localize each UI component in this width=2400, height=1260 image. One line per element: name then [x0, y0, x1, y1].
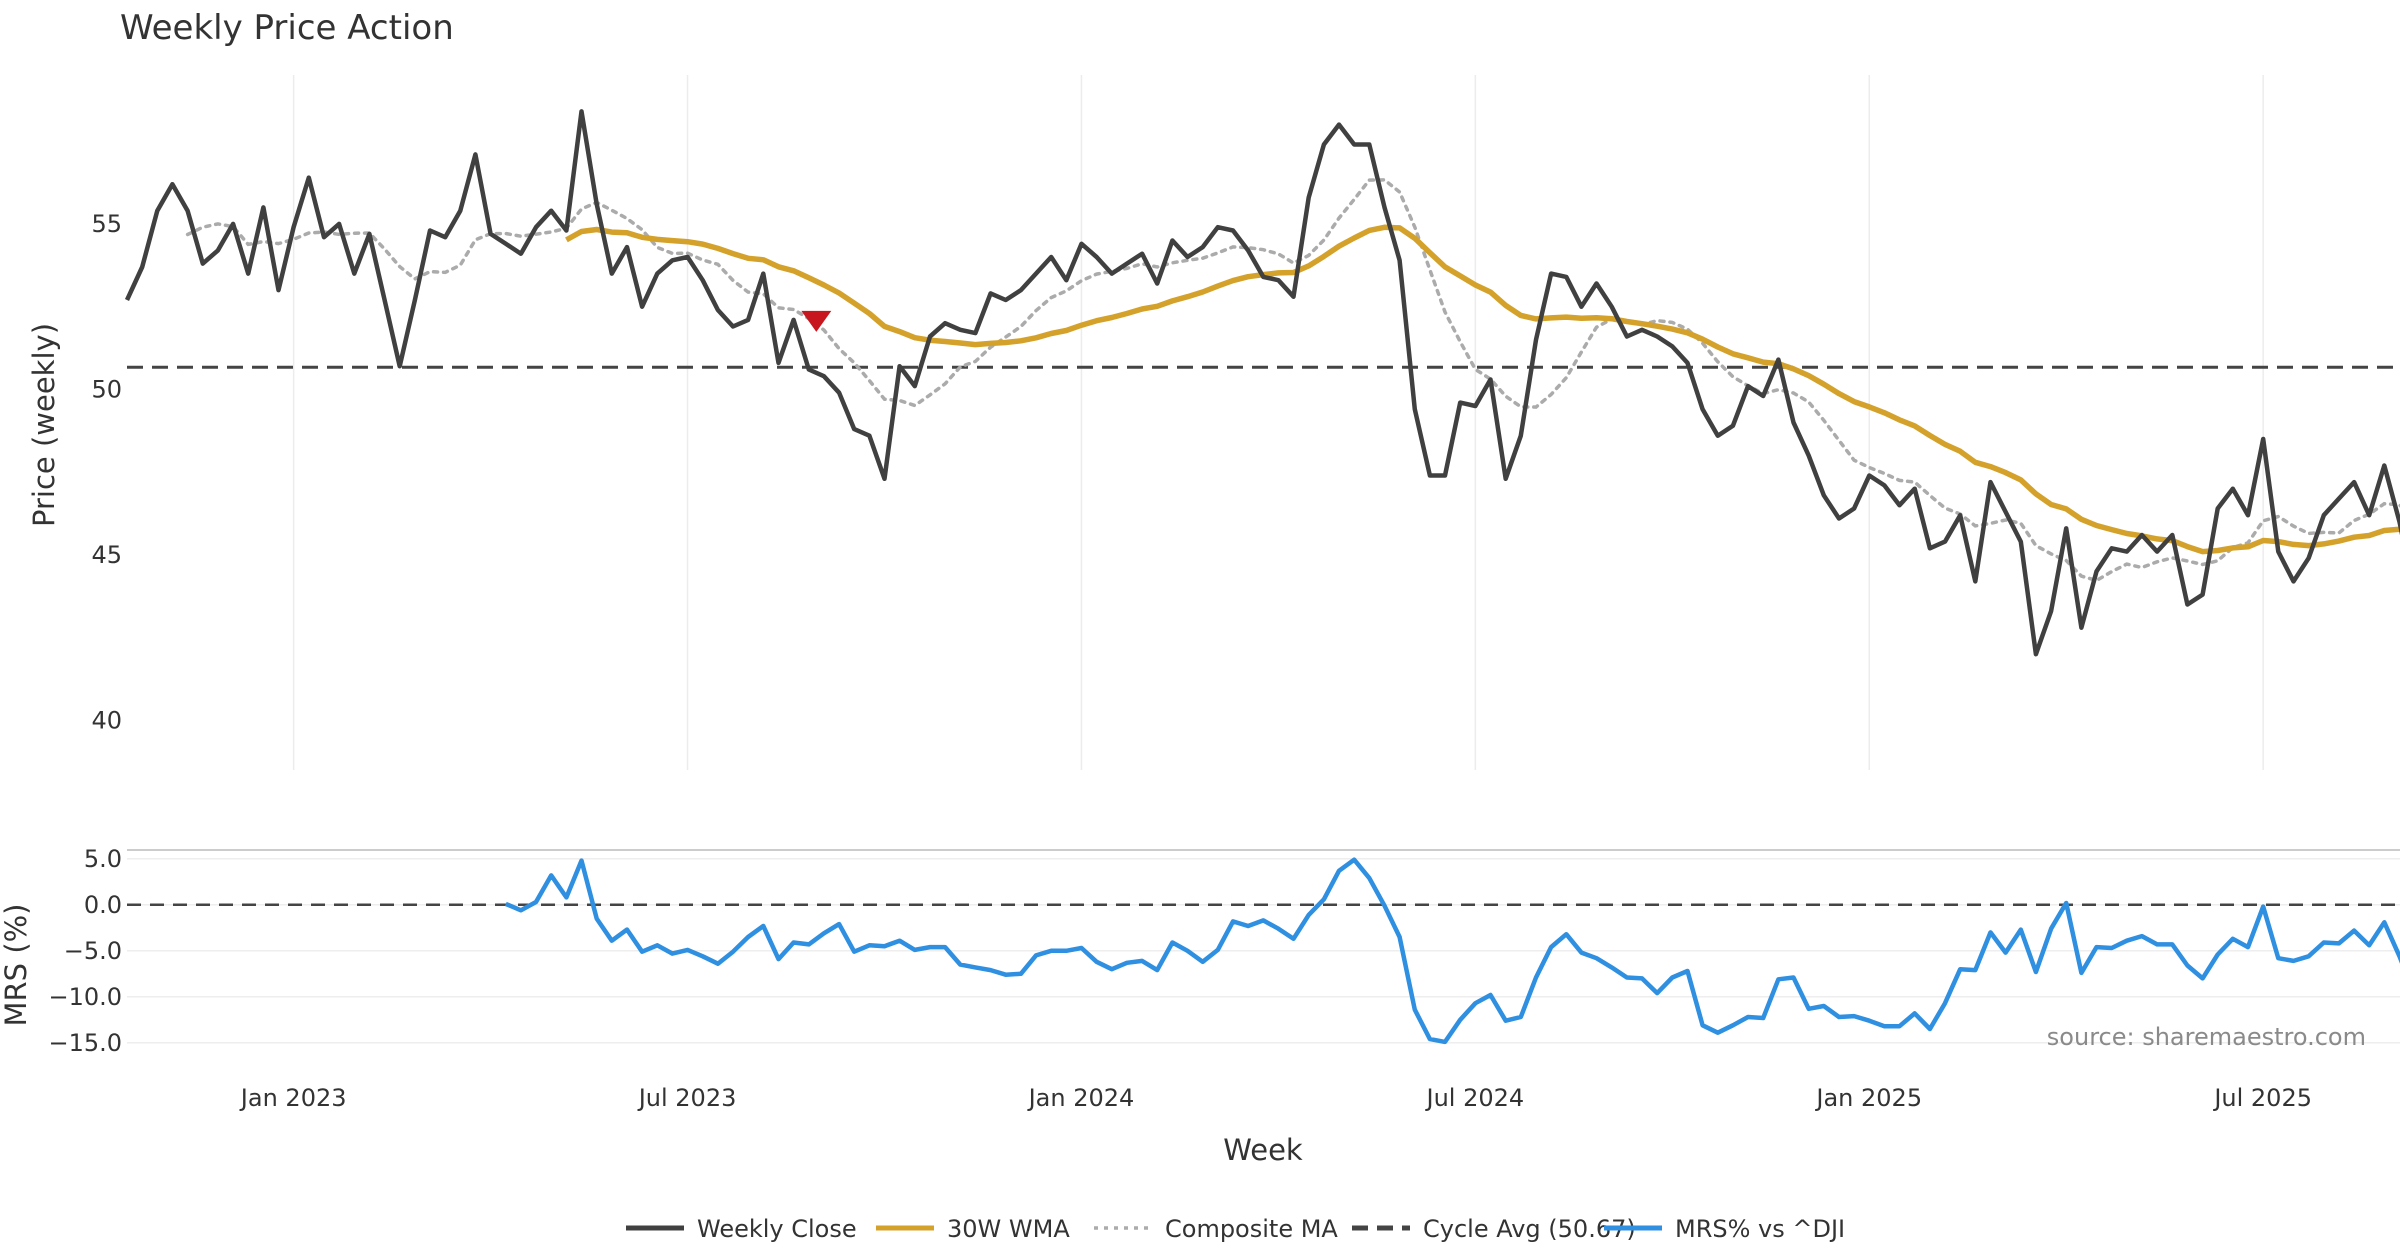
- price-y-axis-label: Price (weekly): [27, 323, 61, 527]
- price-panel: 40 45 50 55: [91, 75, 2400, 770]
- mrs-y-tick-label: −10.0: [48, 983, 122, 1011]
- legend-item: MRS% vs ^DJI: [1604, 1215, 1845, 1243]
- weekly-close-line: [124, 109, 2400, 657]
- price-y-tick-label: 45: [91, 541, 122, 569]
- source-label: source: sharemaestro.com: [2047, 1023, 2366, 1051]
- x-tick-label: Jul 2025: [2212, 1084, 2312, 1112]
- legend-item: Cycle Avg (50.67): [1352, 1215, 1636, 1243]
- legend-label: Cycle Avg (50.67): [1423, 1215, 1636, 1243]
- mrs-line: [504, 857, 2400, 1045]
- legend-item: Composite MA: [1094, 1215, 1338, 1243]
- mrs-y-tick-label: 5.0: [84, 845, 122, 873]
- legend-item: 30W WMA: [876, 1215, 1070, 1243]
- x-axis: Jan 2023 Jul 2023 Jan 2024 Jul 2024 Jan 2025…: [239, 1084, 2312, 1112]
- mrs-y-axis-label: MRS (%): [0, 904, 33, 1027]
- mrs-y-tick-label: −15.0: [48, 1029, 122, 1057]
- legend-item: Weekly Close: [626, 1215, 857, 1243]
- x-tick-label: Jul 2024: [1425, 1084, 1525, 1112]
- price-lines: [124, 109, 2400, 657]
- mrs-panel: 5.0 0.0 −5.0 −10.0 −15.0: [48, 845, 2400, 1057]
- chart-title: Weekly Price Action: [120, 8, 454, 48]
- price-y-tick-label: 55: [91, 210, 122, 238]
- legend: Weekly Close 30W WMA Composite MA Cycle Avg…: [626, 1215, 1845, 1243]
- price-grid: [292, 75, 2264, 770]
- legend-label: Weekly Close: [697, 1215, 857, 1243]
- price-y-tick-label: 50: [91, 375, 122, 403]
- x-tick-label: Jan 2025: [1814, 1084, 1922, 1112]
- x-tick-label: Jan 2023: [239, 1084, 347, 1112]
- signal-marker: [801, 310, 832, 332]
- mrs-y-tick-label: −5.0: [64, 937, 122, 965]
- x-axis-label: Week: [1223, 1133, 1303, 1167]
- x-tick-label: Jul 2023: [637, 1084, 737, 1112]
- mrs-y-tick-label: 0.0: [84, 891, 122, 919]
- mrs-grid: [127, 849, 2400, 1044]
- mrs-y-axis: 5.0 0.0 −5.0 −10.0 −15.0: [48, 845, 122, 1057]
- legend-label: MRS% vs ^DJI: [1675, 1215, 1845, 1243]
- x-tick-label: Jan 2024: [1027, 1084, 1135, 1112]
- mrs-lines: [127, 857, 2400, 1045]
- price-y-axis: 40 45 50 55: [91, 210, 122, 734]
- legend-label: 30W WMA: [947, 1215, 1070, 1243]
- legend-label: Composite MA: [1165, 1215, 1338, 1243]
- composite-ma-line: [185, 178, 2400, 583]
- price-y-tick-label: 40: [91, 706, 122, 734]
